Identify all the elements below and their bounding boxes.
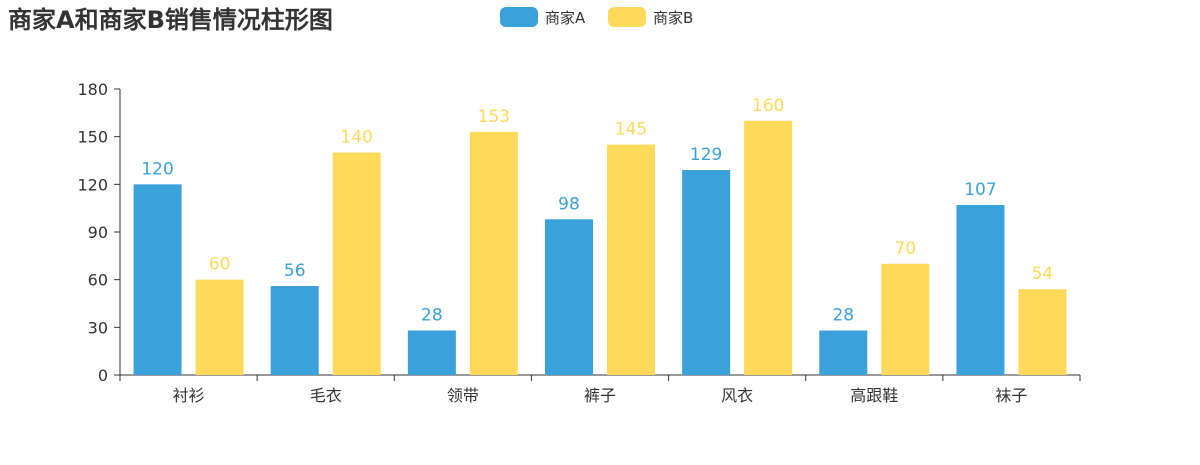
bar-series-1[interactable] (607, 144, 655, 375)
x-tick-label: 裤子 (584, 386, 616, 405)
data-label-series-0: 98 (558, 194, 580, 214)
x-tick-label: 领带 (447, 386, 479, 405)
bar-series-0[interactable] (545, 219, 593, 375)
data-label-series-1: 153 (478, 107, 510, 127)
data-label-series-1: 70 (894, 239, 916, 259)
data-label-series-1: 160 (752, 96, 784, 116)
bar-series-0[interactable] (270, 286, 319, 375)
data-label-series-1: 54 (1032, 264, 1054, 284)
legend: 商家A 商家B (500, 7, 693, 27)
data-label-series-0: 56 (284, 261, 306, 281)
bar-series-0[interactable] (407, 330, 456, 375)
x-tick-label: 袜子 (995, 386, 1027, 405)
legend-swatch-b (608, 7, 646, 27)
data-label-series-1: 145 (615, 120, 647, 140)
data-labels: 120 56 28 98 129 28 107 60 140 153 145 160 70 54 (141, 96, 1053, 326)
y-tick-label: 150 (77, 128, 108, 147)
bar-series-0[interactable] (682, 170, 731, 375)
x-tick-label: 毛衣 (310, 386, 342, 405)
y-tick-label: 180 (77, 80, 108, 99)
data-label-series-0: 107 (964, 180, 996, 200)
bar-series-0[interactable] (819, 330, 868, 375)
data-label-series-0: 28 (421, 306, 443, 326)
data-label-series-0: 129 (690, 145, 722, 165)
bar-series-1[interactable] (195, 279, 244, 375)
data-label-series-1: 60 (209, 255, 231, 275)
chart-title: 商家A和商家B销售情况柱形图 (8, 6, 333, 34)
legend-label-a: 商家A (545, 9, 586, 27)
y-tick-label: 120 (77, 175, 108, 194)
bars (133, 120, 1067, 376)
y-tick-label: 60 (88, 271, 108, 290)
legend-item-b[interactable]: 商家B (608, 7, 693, 27)
bar-series-1[interactable] (881, 263, 930, 375)
x-axis: 衬衫 毛衣 领带 裤子 风衣 高跟鞋 袜子 (119, 374, 1081, 405)
x-tick-label: 衬衫 (173, 386, 205, 405)
bar-series-1[interactable] (744, 120, 793, 376)
bar-series-1[interactable] (469, 131, 518, 375)
data-label-series-0: 120 (141, 159, 173, 179)
y-tick-label: 0 (98, 366, 108, 385)
data-label-series-1: 140 (340, 128, 372, 148)
y-axis: 0 30 60 90 120 150 180 (77, 80, 121, 385)
x-tick-label: 高跟鞋 (850, 386, 898, 405)
bar-series-1[interactable] (1018, 289, 1067, 375)
bar-series-1[interactable] (332, 152, 381, 375)
legend-label-b: 商家B (653, 9, 693, 27)
data-label-series-0: 28 (832, 306, 854, 326)
legend-swatch-a (500, 7, 538, 27)
y-tick-label: 30 (88, 318, 108, 337)
bar-series-0[interactable] (133, 184, 182, 375)
x-tick-label: 风衣 (721, 386, 753, 405)
y-tick-label: 90 (88, 223, 108, 242)
legend-item-a[interactable]: 商家A (500, 7, 586, 27)
bar-series-0[interactable] (956, 204, 1005, 375)
